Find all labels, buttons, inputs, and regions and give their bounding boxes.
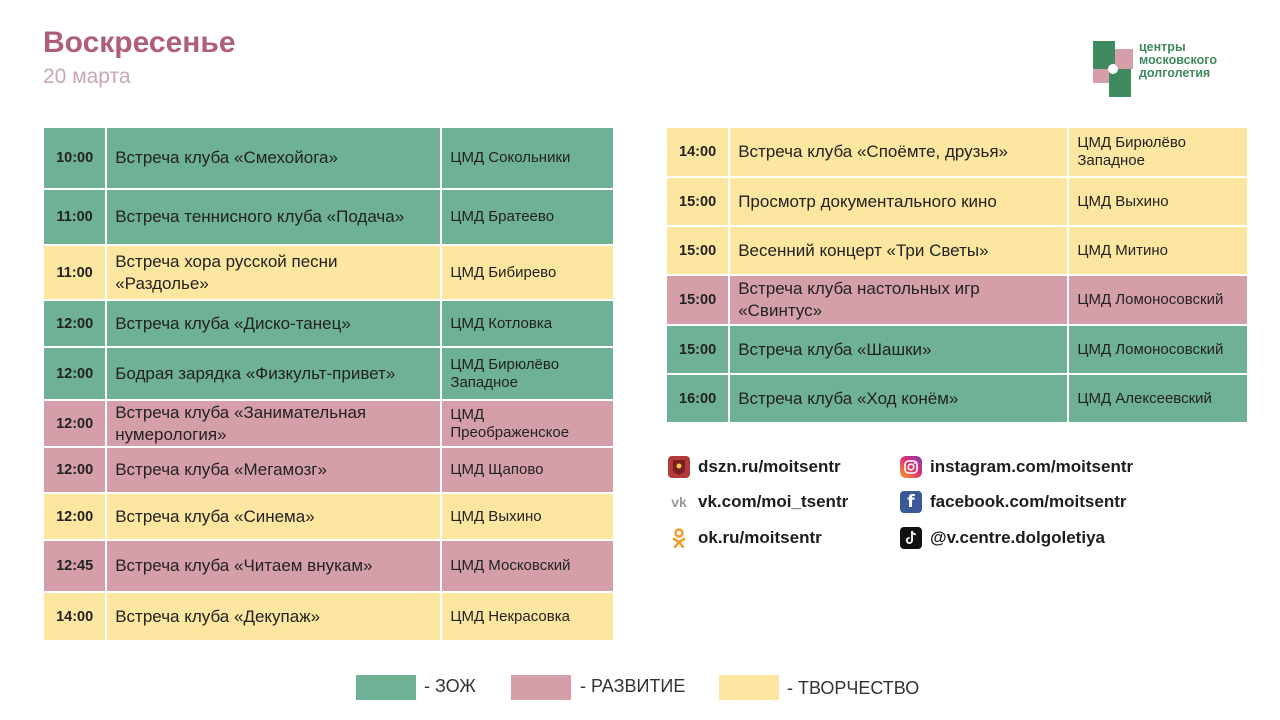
link-instagram[interactable]: instagram.com/moitsentr bbox=[900, 456, 1133, 478]
schedule-row: 15:00 Встреча клуба настольных игр «Свинт… bbox=[664, 274, 1249, 326]
schedule-table-right: 14:00 Встреча клуба «Споёмте, друзья» ЦМД … bbox=[664, 126, 1249, 424]
schedule-row: 12:00 Бодрая зарядка «Физкульт-привет» ЦМД… bbox=[41, 346, 615, 401]
logo-line: московского bbox=[1139, 53, 1217, 67]
event-time: 12:00 bbox=[41, 299, 108, 348]
event-time: 16:00 bbox=[664, 373, 731, 424]
event-time: 11:00 bbox=[41, 244, 108, 301]
event-place: ЦМД Сокольники bbox=[440, 126, 615, 190]
legend-swatch-tvorchestvo bbox=[719, 675, 779, 700]
event-place: ЦМД Ломоносовский bbox=[1067, 274, 1249, 326]
event-place: ЦМД Бибирево bbox=[440, 244, 615, 301]
event-place: ЦМД Некрасовка bbox=[440, 591, 615, 642]
moscow-emblem-icon bbox=[668, 456, 690, 478]
schedule-row: 16:00 Встреча клуба «Ход конём» ЦМД Алексе… bbox=[664, 373, 1249, 424]
logo-text: центры московского долголетия bbox=[1139, 41, 1217, 80]
link-tiktok[interactable]: @v.centre.dolgoletiya bbox=[900, 527, 1105, 549]
link-text: @v.centre.dolgoletiya bbox=[930, 528, 1105, 547]
link-dszn[interactable]: dszn.ru/moitsentr bbox=[668, 456, 841, 478]
logo: центры московского долголетия bbox=[1093, 41, 1253, 99]
schedule-row: 11:00 Встреча теннисного клуба «Подача» ЦМ… bbox=[41, 188, 615, 246]
event-title: Встреча клуба «Ход конём» bbox=[728, 373, 1070, 424]
event-title: Встреча клуба «Читаем внукам» bbox=[105, 539, 443, 593]
schedule-row: 15:00 Просмотр документального кино ЦМД Вы… bbox=[664, 176, 1249, 227]
facebook-icon: f bbox=[900, 491, 922, 513]
event-time: 15:00 bbox=[664, 176, 731, 227]
event-place: ЦМД Митино bbox=[1067, 225, 1249, 276]
event-place: ЦМД Братеево bbox=[440, 188, 615, 246]
event-time: 15:00 bbox=[664, 324, 731, 375]
link-text: facebook.com/moitsentr bbox=[930, 492, 1127, 511]
event-place: ЦМД Выхино bbox=[440, 492, 615, 541]
event-time: 12:00 bbox=[41, 492, 108, 541]
event-title: Бодрая зарядка «Физкульт-привет» bbox=[105, 346, 443, 401]
instagram-icon bbox=[900, 456, 922, 478]
event-title: Встреча клуба «Декупаж» bbox=[105, 591, 443, 642]
event-title: Встреча клуба «Мегамозг» bbox=[105, 446, 443, 494]
schedule-table-left: 10:00 Встреча клуба «Смехойога» ЦМД Соколь… bbox=[41, 126, 615, 642]
link-text: dszn.ru/moitsentr bbox=[698, 457, 841, 476]
event-time: 14:00 bbox=[664, 126, 731, 178]
legend-label-razvitie: - РАЗВИТИЕ bbox=[580, 676, 686, 696]
page-date: 20 марта bbox=[43, 65, 131, 88]
event-place: ЦМД Алексеевский bbox=[1067, 373, 1249, 424]
event-place: ЦМД Московский bbox=[440, 539, 615, 593]
legend-swatch-zozh bbox=[356, 675, 416, 700]
event-place: ЦМД Ломоносовский bbox=[1067, 324, 1249, 375]
event-place: ЦМД Бирюлёво Западное bbox=[440, 346, 615, 401]
schedule-row: 11:00 Встреча хора русской песни «Раздоль… bbox=[41, 244, 615, 301]
logo-line: долголетия bbox=[1139, 66, 1211, 80]
logo-mark-icon bbox=[1093, 41, 1133, 97]
vk-icon: vk bbox=[671, 494, 687, 510]
schedule-row: 15:00 Встреча клуба «Шашки» ЦМД Ломоносовс… bbox=[664, 324, 1249, 375]
event-title: Встреча клуба «Шашки» bbox=[728, 324, 1070, 375]
event-time: 15:00 bbox=[664, 225, 731, 276]
event-title: Встреча клуба «Смехойога» bbox=[105, 126, 443, 190]
event-place: ЦМД Котловка bbox=[440, 299, 615, 348]
event-title: Встреча клуба настольных игр «Свинтус» bbox=[728, 274, 1070, 326]
event-time: 12:45 bbox=[41, 539, 108, 593]
event-title: Встреча клуба «Занимательная нумерология… bbox=[105, 399, 443, 448]
event-place: ЦМД Бирюлёво Западное bbox=[1067, 126, 1249, 178]
schedule-row: 12:45 Встреча клуба «Читаем внукам» ЦМД Мо… bbox=[41, 539, 615, 593]
schedule-row: 12:00 Встреча клуба «Мегамозг» ЦМД Щапово bbox=[41, 446, 615, 494]
legend-swatch-razvitie bbox=[511, 675, 571, 700]
logo-line: центры bbox=[1139, 40, 1186, 54]
schedule-row: 14:00 Встреча клуба «Декупаж» ЦМД Некрасов… bbox=[41, 591, 615, 642]
event-time: 15:00 bbox=[664, 274, 731, 326]
schedule-row: 12:00 Встреча клуба «Диско-танец» ЦМД Котл… bbox=[41, 299, 615, 348]
event-time: 14:00 bbox=[41, 591, 108, 642]
link-text: instagram.com/moitsentr bbox=[930, 457, 1134, 476]
link-ok[interactable]: ok.ru/moitsentr bbox=[668, 527, 822, 549]
event-title: Встреча хора русской песни «Раздолье» bbox=[105, 244, 443, 301]
event-title: Просмотр документального кино bbox=[728, 176, 1070, 227]
event-time: 12:00 bbox=[41, 446, 108, 494]
event-title: Встреча клуба «Диско-танец» bbox=[105, 299, 443, 348]
tiktok-icon bbox=[900, 527, 922, 549]
schedule-row: 12:00 Встреча клуба «Синема» ЦМД Выхино bbox=[41, 492, 615, 541]
event-time: 12:00 bbox=[41, 399, 108, 448]
schedule-row: 10:00 Встреча клуба «Смехойога» ЦМД Соколь… bbox=[41, 126, 615, 190]
event-title: Встреча теннисного клуба «Подача» bbox=[105, 188, 443, 246]
event-place: ЦМД Щапово bbox=[440, 446, 615, 494]
event-place: ЦМД Преображенское bbox=[440, 399, 615, 448]
odnoklassniki-icon bbox=[668, 527, 690, 549]
legend-label-tvorchestvo: - ТВОРЧЕСТВО bbox=[787, 678, 920, 698]
link-vk[interactable]: vk vk.com/moi_tsentr bbox=[668, 491, 848, 513]
event-time: 10:00 bbox=[41, 126, 108, 190]
event-title: Встреча клуба «Синема» bbox=[105, 492, 443, 541]
event-time: 12:00 bbox=[41, 346, 108, 401]
link-text: ok.ru/moitsentr bbox=[698, 528, 822, 547]
event-title: Весенний концерт «Три Светы» bbox=[728, 225, 1070, 276]
schedule-row: 12:00 Встреча клуба «Занимательная нумеро… bbox=[41, 399, 615, 448]
event-time: 11:00 bbox=[41, 188, 108, 246]
event-place: ЦМД Выхино bbox=[1067, 176, 1249, 227]
page-title: Воскресенье bbox=[43, 26, 236, 59]
schedule-row: 15:00 Весенний концерт «Три Светы» ЦМД Мит… bbox=[664, 225, 1249, 276]
legend-label-zozh: - ЗОЖ bbox=[424, 676, 476, 696]
link-facebook[interactable]: f facebook.com/moitsentr bbox=[900, 491, 1127, 513]
link-text: vk.com/moi_tsentr bbox=[698, 492, 849, 511]
event-title: Встреча клуба «Споёмте, друзья» bbox=[728, 126, 1070, 178]
schedule-row: 14:00 Встреча клуба «Споёмте, друзья» ЦМД … bbox=[664, 126, 1249, 178]
